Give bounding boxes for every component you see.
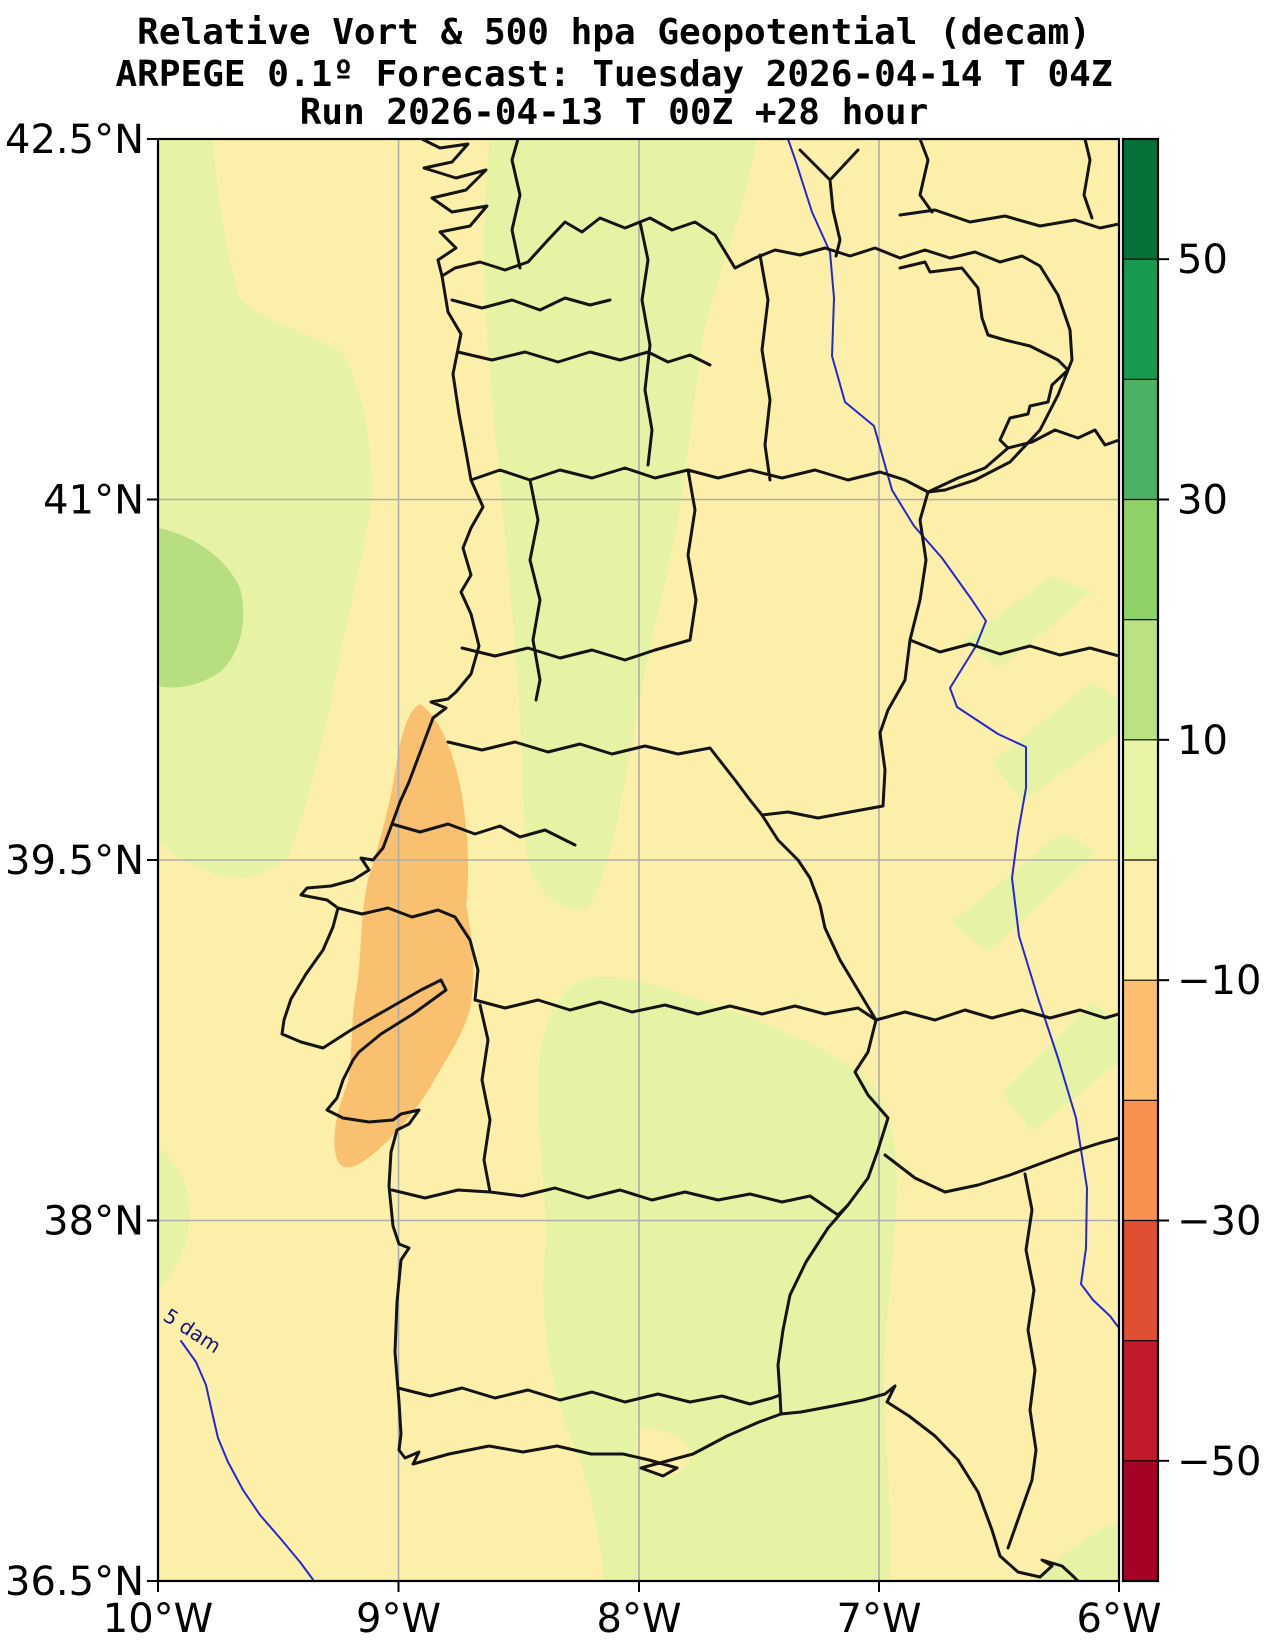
cbar-label-30: 30 <box>1177 478 1228 524</box>
iberia-coastline <box>280 139 1080 1581</box>
colorbar-band-30-20 <box>1123 499 1158 620</box>
geopotential-contour-sw <box>180 1340 315 1581</box>
lon-label-9w: 9°W <box>356 1596 441 1642</box>
colorbar-border <box>1121 137 1160 1583</box>
green-stripe-spain-2 <box>992 682 1119 802</box>
cbar-label-10: 10 <box>1177 718 1228 764</box>
lat-label-41n: 41°N <box>43 478 144 524</box>
cbar-label-n30: −30 <box>1177 1199 1261 1245</box>
colorbar-band-n50-n60 <box>1123 1460 1158 1581</box>
vorticity-green-regions <box>158 139 1119 1581</box>
portugal-district-boundaries <box>336 220 930 1406</box>
green-region-nw-ocean <box>158 139 372 879</box>
green-stripe-spain-3 <box>952 832 1096 952</box>
cbar-label-50: 50 <box>1177 237 1228 283</box>
colorbar-band-20-10 <box>1123 619 1158 740</box>
lat-label-39-5n: 39.5°N <box>5 838 144 884</box>
colorbar-band-50-40 <box>1123 259 1158 380</box>
geopotential-contour-main <box>787 139 1119 1329</box>
colorbar-band-60-50 <box>1123 139 1158 260</box>
lat-label-36-5n: 36.5°N <box>5 1559 144 1605</box>
green-region-se-corner <box>1032 1522 1119 1581</box>
colorbar-band-n10-n20 <box>1123 980 1158 1101</box>
colorbar-band-0-n10 <box>1123 860 1158 981</box>
map-boundaries <box>280 139 1119 1581</box>
green-region-west-edge-sliver <box>158 1148 190 1290</box>
lat-label-38n: 38°N <box>43 1199 144 1245</box>
colorbar: 50 30 10 −10 −30 −50 <box>1121 137 1261 1583</box>
green-region-south <box>537 976 897 1581</box>
gridlines <box>158 139 1119 1581</box>
lon-tick-labels: 10°W 9°W 8°W 7°W 6°W <box>103 1596 1162 1642</box>
lon-label-10w: 10°W <box>103 1596 213 1642</box>
colorbar-band-n30-n40 <box>1123 1220 1158 1341</box>
lat-label-42-5n: 42.5°N <box>5 117 144 163</box>
lon-label-6w: 6°W <box>1077 1596 1162 1642</box>
lon-label-7w: 7°W <box>837 1596 922 1642</box>
spain-portugal-border <box>440 216 1074 1416</box>
spain-province-boundaries <box>510 139 1119 1550</box>
lon-label-8w: 8°W <box>597 1596 682 1642</box>
figure-title-line2: ARPEGE 0.1º Forecast: Tuesday 2026-04-14… <box>116 54 1113 95</box>
colorbar-ticks <box>1158 258 1169 1462</box>
green-region-north-inland <box>483 139 756 910</box>
colorbar-tick-labels: 50 30 10 −10 −30 −50 <box>1177 237 1261 1485</box>
lat-tick-labels: 42.5°N 41°N 39.5°N 38°N 36.5°N <box>5 117 144 1605</box>
green-stripe-spain-1 <box>962 576 1092 668</box>
vorticity-orange-patch <box>334 704 474 1168</box>
geopotential-contours <box>180 139 1119 1581</box>
colorbar-band-n40-n50 <box>1123 1340 1158 1461</box>
figure-title-line1: Relative Vort & 500 hpa Geopotential (de… <box>137 12 1091 53</box>
colorbar-band-40-30 <box>1123 379 1158 500</box>
cbar-label-n10: −10 <box>1177 958 1261 1004</box>
cbar-label-n50: −50 <box>1177 1439 1261 1485</box>
figure-title-line3: Run 2026-04-13 T 00Z +28 hour <box>300 92 929 133</box>
vorticity-green-mid-patch <box>158 528 244 688</box>
colorbar-band-separators <box>1123 258 1158 1462</box>
map-canvas: 5 dam <box>158 139 1119 1581</box>
colorbar-band-10-0 <box>1123 739 1158 860</box>
yellow-pocket-algarve <box>636 1429 691 1475</box>
colorbar-band-n20-n30 <box>1123 1100 1158 1221</box>
axis-ticks <box>147 138 1120 1592</box>
